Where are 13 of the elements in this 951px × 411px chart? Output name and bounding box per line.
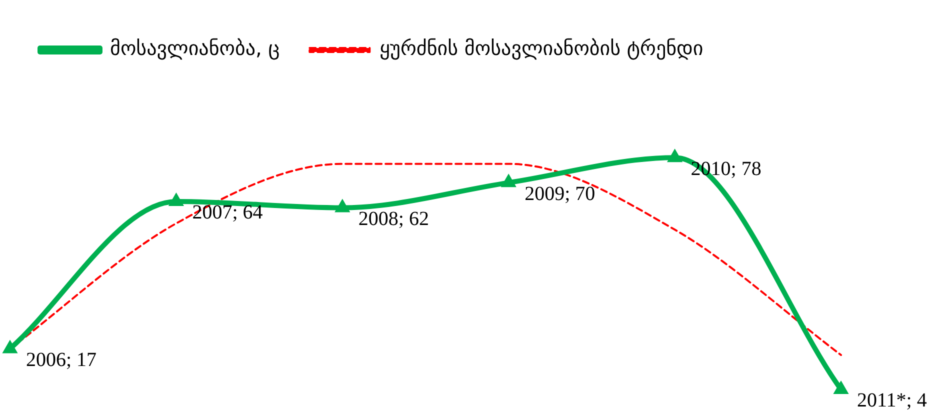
point — [2, 340, 18, 354]
point — [667, 148, 683, 162]
point — [500, 174, 516, 188]
data-label: 2011*; 4 — [857, 390, 927, 411]
data-label: 2007; 64 — [192, 202, 263, 224]
legend-label: ყურძნის მოსავლიანობის ტრენდი — [380, 36, 704, 60]
legend-label: მოსავლიანობა, ც — [110, 36, 280, 60]
point — [334, 198, 350, 212]
data-label: 2009; 70 — [524, 182, 596, 205]
point — [833, 380, 849, 394]
data-label: 2006; 17 — [26, 348, 97, 371]
point — [168, 192, 184, 206]
data-label: 2008; 62 — [358, 208, 429, 230]
